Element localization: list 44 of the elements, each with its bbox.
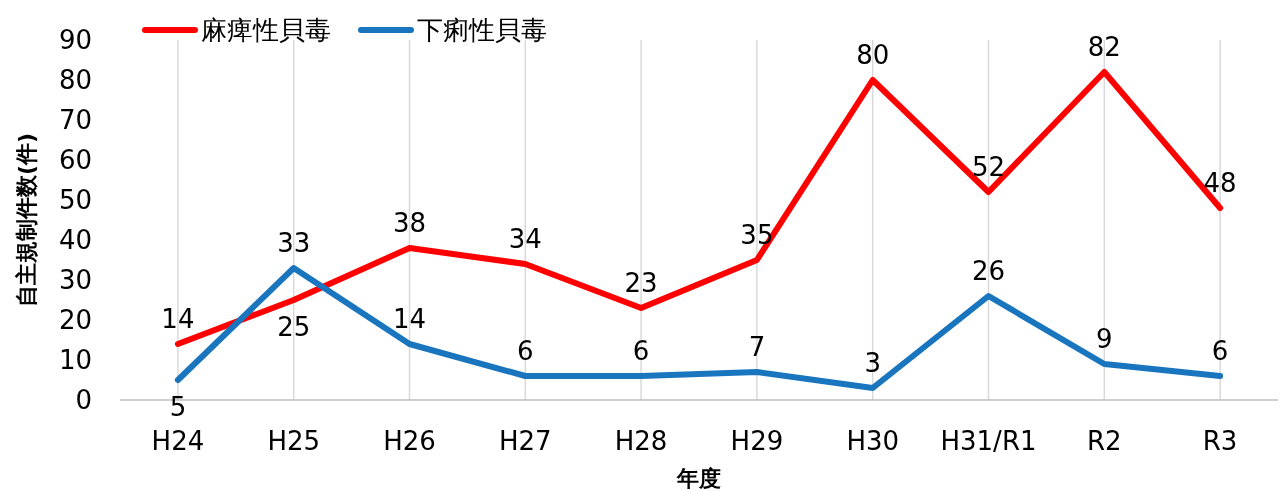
y-tick-label: 70 — [58, 105, 92, 135]
data-label: 33 — [277, 228, 311, 258]
x-tick-label: H25 — [267, 426, 321, 456]
data-label: 48 — [1203, 168, 1237, 198]
legend-label: 下痢性貝毒 — [417, 15, 547, 45]
data-label: 35 — [740, 220, 774, 250]
x-tick-label: H30 — [846, 426, 900, 456]
x-tick-label: H24 — [151, 426, 205, 456]
y-tick-label: 60 — [58, 145, 92, 175]
x-tick-label: R2 — [1087, 426, 1122, 456]
data-label: 5 — [169, 392, 187, 422]
y-tick-label: 50 — [58, 185, 92, 215]
data-label: 14 — [161, 304, 195, 334]
data-label: 52 — [971, 152, 1006, 182]
y-axis-title: 自主規制件数(件) — [14, 132, 39, 308]
data-label: 25 — [277, 312, 311, 342]
x-axis-title: 年度 — [676, 466, 721, 491]
y-tick-label: 80 — [58, 65, 92, 95]
data-label: 80 — [856, 40, 890, 70]
data-label: 6 — [632, 336, 650, 366]
x-tick-label: H27 — [498, 426, 552, 456]
y-tick-label: 30 — [58, 265, 92, 295]
y-tick-label: 90 — [58, 25, 92, 55]
data-label: 9 — [1096, 324, 1113, 354]
data-label: 6 — [1211, 336, 1229, 366]
data-label: 34 — [508, 224, 542, 254]
data-label: 26 — [971, 256, 1006, 286]
x-tick-label: H26 — [383, 426, 436, 456]
y-tick-label: 0 — [75, 385, 92, 415]
y-tick-label: 10 — [58, 345, 92, 375]
data-label: 14 — [392, 304, 427, 334]
y-tick-label: 20 — [58, 305, 92, 335]
data-label: 7 — [748, 332, 766, 362]
data-label: 82 — [1087, 32, 1121, 62]
data-label: 3 — [864, 348, 881, 378]
data-label: 38 — [392, 208, 427, 238]
x-tick-label: H29 — [730, 426, 784, 456]
x-tick-label: R3 — [1202, 426, 1238, 456]
x-tick-label: H28 — [614, 426, 668, 456]
y-tick-label: 40 — [58, 225, 92, 255]
x-tick-label: H31/R1 — [940, 426, 1037, 456]
legend-label: 麻痺性貝毒 — [201, 15, 331, 45]
data-label: 6 — [517, 336, 534, 366]
data-label: 23 — [624, 268, 658, 298]
